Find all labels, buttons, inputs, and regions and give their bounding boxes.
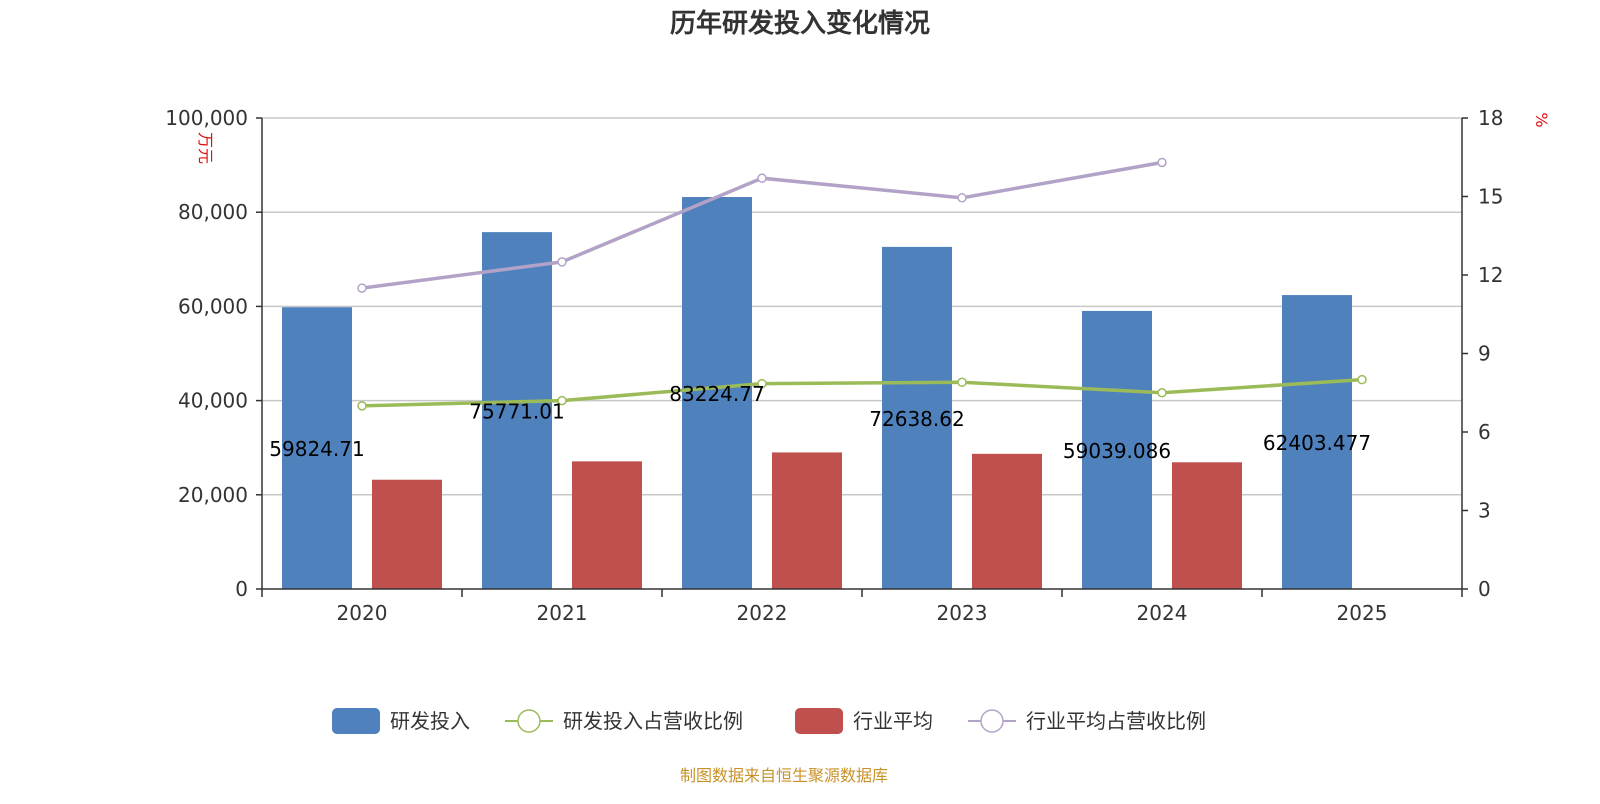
series-line xyxy=(361,377,1363,408)
x-tick-label: 2020 xyxy=(337,601,388,625)
data-label: 72638.62 xyxy=(869,407,964,431)
line-point xyxy=(357,401,367,411)
data-label: 83224.77 xyxy=(669,382,764,406)
bar xyxy=(1082,310,1152,589)
lines xyxy=(357,157,1367,411)
data-label: 62403.477 xyxy=(1263,431,1371,455)
data-label: 75771.01 xyxy=(469,400,564,424)
line-point xyxy=(557,257,567,267)
line-point xyxy=(1157,157,1167,168)
axes: 0 20,000 40,000 60,000 80,000 100,000 0 3 6 9 12 15… xyxy=(165,106,1503,625)
legend-marker xyxy=(517,709,541,733)
left-tick-label: 40,000 xyxy=(178,389,248,413)
line-point xyxy=(957,377,967,388)
right-tick-label: 3 xyxy=(1478,499,1491,523)
bar xyxy=(1282,295,1352,589)
bar xyxy=(972,453,1042,589)
legend-swatch xyxy=(795,708,843,734)
right-tick-label: 9 xyxy=(1478,342,1491,366)
legend-marker xyxy=(980,709,1004,733)
left-tick-label: 100,000 xyxy=(165,106,248,130)
bars xyxy=(282,197,1352,590)
bar xyxy=(772,452,842,589)
bar xyxy=(682,197,752,589)
line-point xyxy=(757,173,767,183)
line-point xyxy=(1157,388,1167,398)
source-note: 制图数据来自恒生聚源数据库 xyxy=(680,766,888,785)
right-tick-label: 15 xyxy=(1478,185,1503,209)
line-point xyxy=(357,283,367,293)
left-tick-label: 60,000 xyxy=(178,294,248,318)
data-label: 59039.086 xyxy=(1063,439,1171,463)
chart-title: 历年研发投入变化情况 xyxy=(670,8,930,39)
bar xyxy=(482,232,552,590)
legend-label: 研发投入 xyxy=(390,709,470,733)
x-tick-label: 2022 xyxy=(737,601,788,625)
bar xyxy=(282,307,352,589)
line-point xyxy=(957,193,967,203)
data-label: 59824.71 xyxy=(269,437,364,461)
line-point xyxy=(1357,374,1367,385)
grid-lines xyxy=(262,117,1462,496)
bar xyxy=(1172,462,1242,589)
left-tick-label: 80,000 xyxy=(178,200,248,224)
legend: 研发投入 研发投入占营收比例 行业平均 行业平均占营收比例 xyxy=(332,708,1206,734)
x-tick-label: 2023 xyxy=(937,601,988,625)
data-labels: 59824.71 75771.01 83224.77 72638.62 59039.08… xyxy=(269,382,1371,463)
left-tick-label: 20,000 xyxy=(178,483,248,507)
legend-swatch xyxy=(332,708,380,734)
bar xyxy=(882,246,952,589)
x-tick-label: 2025 xyxy=(1337,601,1388,625)
right-tick-label: 0 xyxy=(1478,577,1491,601)
bar xyxy=(572,461,642,589)
line-point xyxy=(557,395,567,406)
right-axis-unit: % xyxy=(1532,112,1551,127)
x-tick-label: 2021 xyxy=(537,601,588,625)
right-tick-label: 12 xyxy=(1478,263,1503,287)
legend-label: 行业平均占营收比例 xyxy=(1026,709,1206,733)
bar xyxy=(372,479,442,589)
x-tick-label: 2024 xyxy=(1137,601,1188,625)
legend-label: 研发投入占营收比例 xyxy=(563,709,743,733)
right-tick-label: 6 xyxy=(1478,420,1491,444)
line-point xyxy=(757,378,767,389)
left-tick-label: 0 xyxy=(235,577,248,601)
right-tick-label: 18 xyxy=(1478,106,1503,130)
left-axis-unit: 万元 xyxy=(196,132,215,164)
legend-label: 行业平均 xyxy=(853,709,933,733)
